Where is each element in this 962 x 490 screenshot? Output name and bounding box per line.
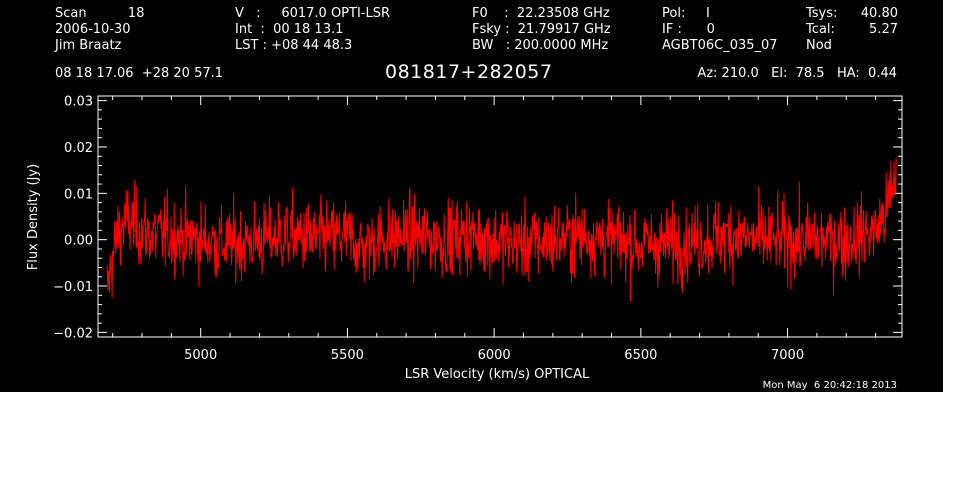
- y-axis-title: Flux Density (Jy): [26, 164, 41, 270]
- x-tick-label: 6000: [478, 348, 511, 363]
- timestamp-label: Mon May 6 20:42:18 2013: [762, 380, 897, 391]
- source-title: 081817+282057: [385, 61, 553, 83]
- if-label: IF : 0: [662, 22, 715, 37]
- f0-label: F0 : 22.23508 GHz: [472, 6, 610, 21]
- bandwidth-label: BW : 200.0000 MHz: [472, 38, 609, 53]
- x-tick-label: 7000: [771, 348, 804, 363]
- y-tick-label: 0.00: [64, 234, 93, 249]
- y-tick-label: 0.03: [64, 95, 93, 110]
- integration-label: Int : 00 18 13.1: [235, 22, 344, 37]
- y-tick-label: 0.01: [64, 187, 93, 202]
- plot-frame: [97, 95, 903, 338]
- x-tick-label: 6500: [624, 348, 657, 363]
- scan-label: Scan 18: [55, 6, 145, 21]
- coordinates-label: 08 18 17.06 +28 20 57.1: [55, 66, 224, 81]
- date-label: 2006-10-30: [55, 22, 131, 37]
- y-tick-label: −0.01: [53, 280, 93, 295]
- y-tick-label: −0.02: [53, 326, 93, 341]
- project-label: AGBT06C_035_07: [662, 38, 778, 53]
- x-tick-label: 5000: [184, 348, 217, 363]
- nod-label: Nod: [806, 38, 832, 53]
- tcal-label: Tcal:: [806, 22, 835, 37]
- lst-label: LST : +08 44 48.3: [235, 38, 353, 53]
- tsys-value: 40.80: [860, 6, 898, 21]
- observer-label: Jim Braatz: [55, 38, 122, 53]
- flux-density-trace: [106, 157, 897, 302]
- tsys-label: Tsys:: [806, 6, 838, 21]
- plot-panel: Scan 18 2006-10-30 Jim Braatz V : 6017.0…: [0, 0, 943, 392]
- pol-label: Pol: I: [662, 6, 710, 21]
- spectrum-chart: 5000 5500 6000 6500 7000 −0.02 −0.01 0.00 0.01 0…: [26, 95, 903, 382]
- tcal-value: 5.27: [869, 22, 898, 37]
- y-axis-ticks: −0.02 −0.01 0.00 0.01 0.02 0.03: [53, 95, 902, 341]
- fsky-label: Fsky : 21.79917 GHz: [472, 22, 611, 37]
- velocity-label: V : 6017.0 OPTI-LSR: [235, 6, 391, 21]
- az-el-ha-label: Az: 210.0 El: 78.5 HA: 0.44: [697, 66, 897, 81]
- x-axis-ticks: 5000 5500 6000 6500 7000: [112, 96, 877, 363]
- x-tick-label: 5500: [331, 348, 364, 363]
- x-axis-title: LSR Velocity (km/s) OPTICAL: [405, 367, 590, 382]
- y-tick-label: 0.02: [64, 141, 93, 156]
